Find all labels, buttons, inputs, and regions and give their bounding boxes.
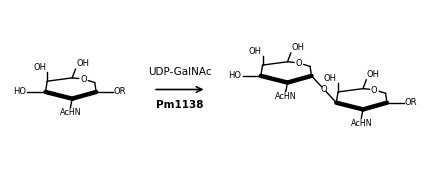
Text: UDP-GalNAc: UDP-GalNAc	[148, 67, 212, 77]
Text: OR: OR	[114, 88, 126, 96]
Text: HO: HO	[229, 71, 242, 80]
Text: O: O	[321, 85, 327, 94]
Text: O: O	[296, 59, 302, 68]
Text: OH: OH	[291, 43, 305, 52]
Text: O: O	[371, 86, 377, 95]
Text: HO: HO	[13, 88, 26, 96]
Text: OH: OH	[33, 63, 46, 72]
Text: OH: OH	[249, 47, 262, 56]
Text: AcHN: AcHN	[350, 119, 372, 128]
Text: OH: OH	[367, 70, 380, 79]
Text: AcHN: AcHN	[275, 92, 297, 101]
Text: O: O	[80, 75, 87, 84]
Text: OH: OH	[324, 74, 337, 83]
Text: Pm1138: Pm1138	[156, 100, 203, 110]
Text: AcHN: AcHN	[59, 108, 81, 117]
Text: OH: OH	[76, 59, 89, 69]
Text: OR: OR	[404, 98, 417, 107]
